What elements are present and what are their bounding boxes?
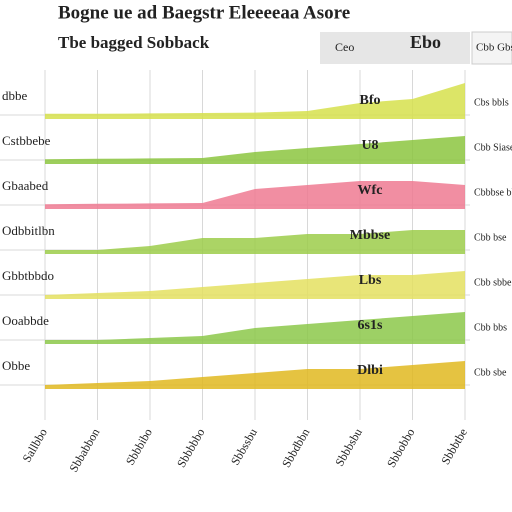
area-label: Bfo bbox=[360, 93, 381, 108]
right-label: Cbb sbbe bbox=[474, 277, 512, 288]
x-tick-label: Sbbbbbo bbox=[174, 426, 207, 470]
row-label: Gbbtbbdo bbox=[2, 268, 54, 283]
area-label: Lbs bbox=[359, 273, 382, 288]
row-label: Cstbbebe bbox=[2, 133, 51, 148]
row-label: Odbbitlbn bbox=[2, 223, 55, 238]
x-tick-label: Sbbssbu bbox=[228, 426, 260, 468]
area-label: 6s1s bbox=[358, 318, 383, 333]
area bbox=[45, 136, 465, 164]
area bbox=[45, 230, 465, 254]
row-label: Ooabbde bbox=[2, 313, 49, 328]
row-label: Obbe bbox=[2, 358, 30, 373]
area bbox=[45, 271, 465, 299]
x-tick-label: Sbbabbon bbox=[66, 426, 102, 475]
annotation-box bbox=[320, 32, 470, 64]
right-label: Cbb bse bbox=[474, 232, 507, 243]
right-label: Cbb bbs bbox=[474, 322, 507, 333]
x-tick-label: Sbbdbbn bbox=[279, 426, 312, 470]
area-label: Dlbi bbox=[357, 363, 383, 378]
annotation: Ceo bbox=[335, 40, 354, 54]
area-label: Wfc bbox=[358, 183, 383, 198]
area-label: U8 bbox=[361, 138, 378, 153]
x-tick-label: Sbbbsbu bbox=[332, 426, 365, 469]
annotation: Cbb Gbse bbox=[476, 42, 512, 54]
x-tick-label: Sbbbtbe bbox=[438, 426, 470, 467]
row-label: dbbe bbox=[2, 88, 28, 103]
chart-title: Bogne ue ad Baegstr Eleeeeaa Asore bbox=[58, 2, 350, 23]
area bbox=[45, 312, 465, 344]
right-label: Cbb Siase bbox=[474, 142, 512, 153]
right-label: Cbs bbls bbox=[474, 97, 509, 108]
annotation-box bbox=[471, 31, 512, 65]
chart-subtitle: Tbe bagged Sobback bbox=[58, 33, 210, 52]
row-label: Gbaabed bbox=[2, 178, 49, 193]
area-label: Mbbse bbox=[350, 228, 390, 243]
x-tick-label: Sbbbibo bbox=[123, 426, 155, 468]
area bbox=[45, 361, 465, 389]
area bbox=[45, 181, 465, 209]
right-label: Cbbbse bbe bbox=[474, 187, 512, 198]
x-tick-label: Sbbobbo bbox=[384, 426, 417, 470]
annotation: Ebo bbox=[410, 32, 441, 52]
right-label: Cbb sbe bbox=[474, 367, 507, 378]
x-tick-label: Sallbbo bbox=[20, 426, 50, 465]
area bbox=[45, 83, 465, 119]
